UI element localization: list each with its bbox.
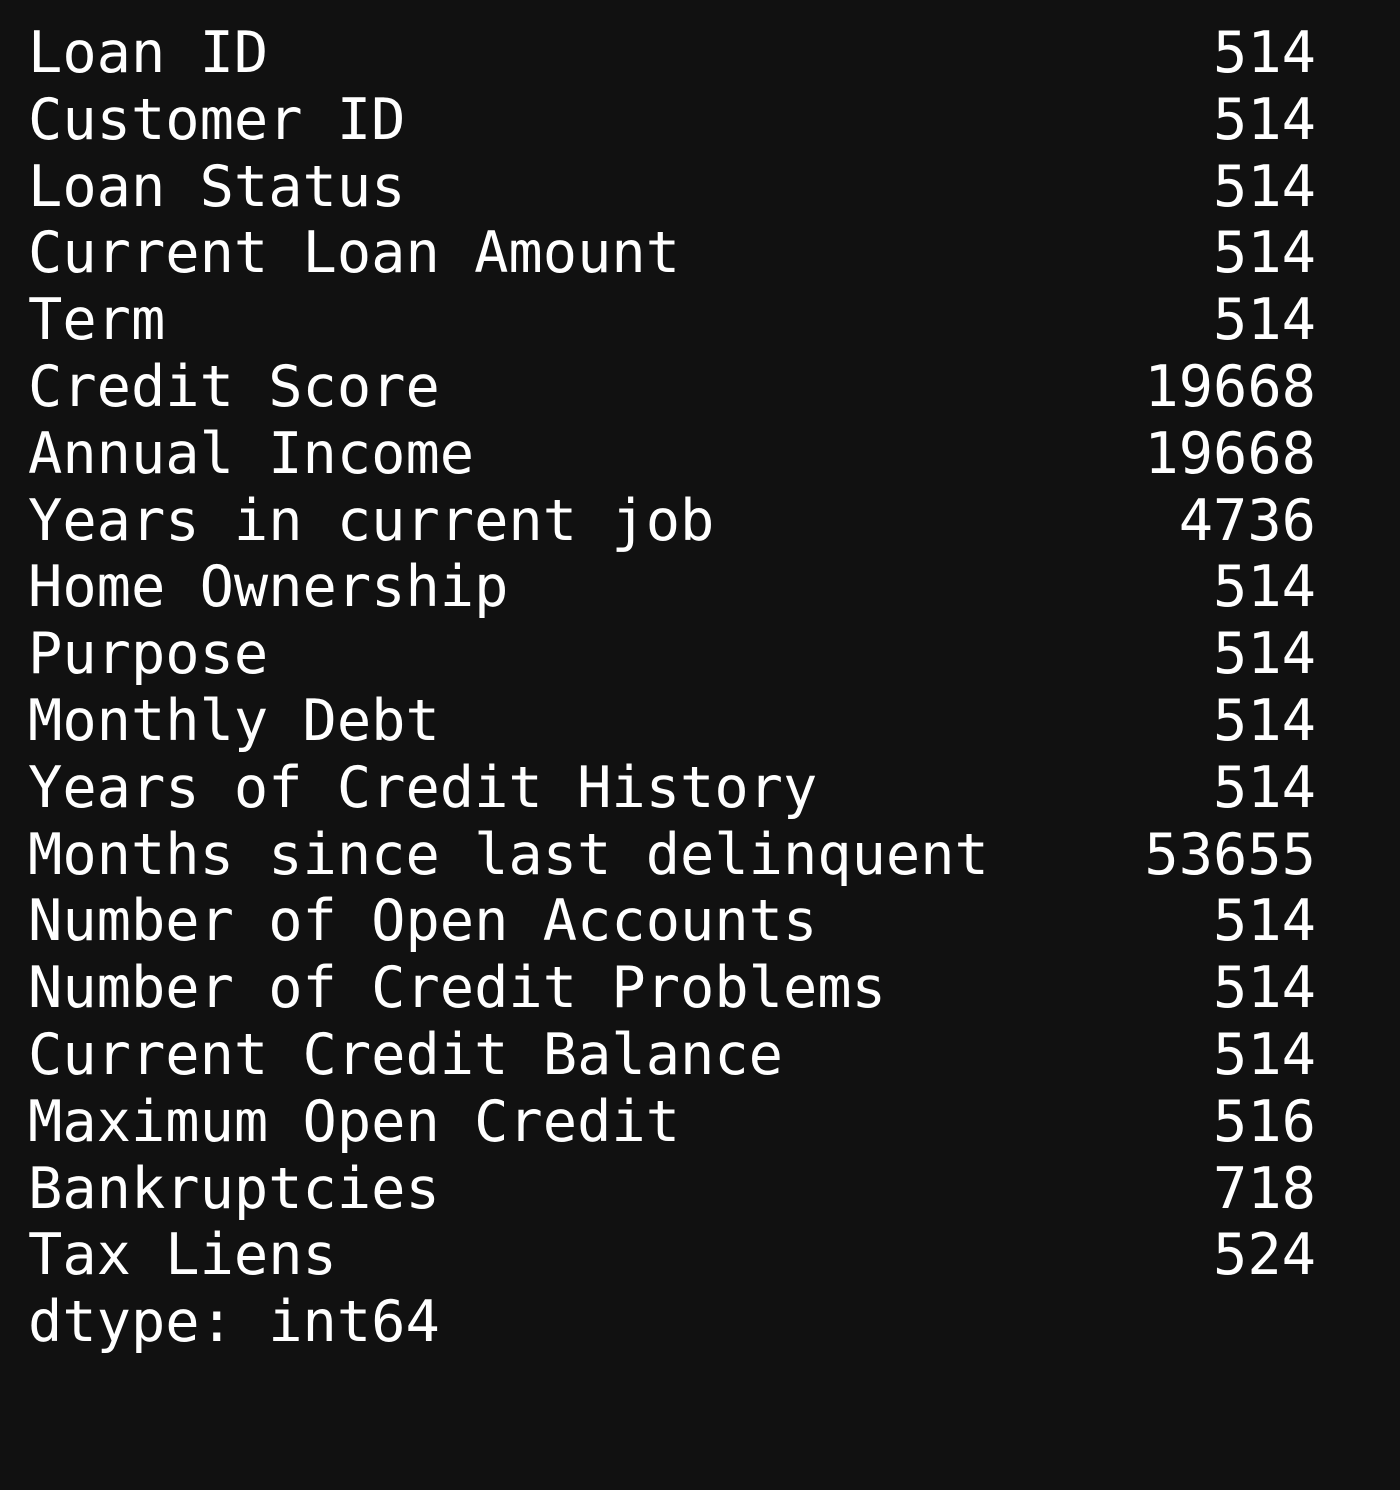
- row-label: Home Ownership: [28, 554, 509, 621]
- row-value: 514: [1213, 287, 1316, 354]
- row-value: 514: [1213, 1021, 1316, 1088]
- series-row-term: Term 514: [28, 287, 1316, 354]
- row-value: 514: [1213, 888, 1316, 955]
- row-label: Term: [28, 287, 166, 354]
- row-label: Years of Credit History: [28, 754, 818, 821]
- series-row-number-of-open-accounts: Number of Open Accounts 514: [28, 888, 1316, 955]
- row-value: 514: [1213, 20, 1316, 86]
- terminal-output: Loan ID 514 Customer ID 514 Loan Status …: [28, 20, 1316, 1356]
- row-value: 718: [1213, 1155, 1316, 1222]
- row-value: 514: [1213, 86, 1316, 153]
- row-label: Maximum Open Credit: [28, 1088, 681, 1155]
- dtype-line: dtype: int64: [28, 1289, 440, 1356]
- row-label: Loan Status: [28, 153, 406, 220]
- series-row-maximum-open-credit: Maximum Open Credit 516: [28, 1089, 1316, 1156]
- row-value: 524: [1213, 1222, 1316, 1289]
- row-label: Loan ID: [28, 20, 269, 86]
- row-label: Years in current job: [28, 487, 715, 554]
- row-value: 19668: [1144, 353, 1316, 420]
- series-row-years-of-credit-history: Years of Credit History 514: [28, 755, 1316, 822]
- series-row-months-since-last-delinquent: Months since last delinquent 53655: [28, 822, 1316, 889]
- row-label: Current Credit Balance: [28, 1021, 783, 1088]
- row-label: Bankruptcies: [28, 1155, 440, 1222]
- series-row-home-ownership: Home Ownership 514: [28, 554, 1316, 621]
- series-row-years-in-current-job: Years in current job 4736: [28, 488, 1316, 555]
- series-row-bankruptcies: Bankruptcies 718: [28, 1156, 1316, 1223]
- row-value: 19668: [1144, 420, 1316, 487]
- row-label: Purpose: [28, 621, 269, 688]
- series-row-annual-income: Annual Income 19668: [28, 421, 1316, 488]
- row-label: Monthly Debt: [28, 687, 440, 754]
- row-label: Annual Income: [28, 420, 475, 487]
- row-value: 53655: [1144, 821, 1316, 888]
- row-value: 514: [1213, 955, 1316, 1022]
- row-label: Current Loan Amount: [28, 220, 681, 287]
- row-label: Credit Score: [28, 353, 440, 420]
- series-row-current-credit-balance: Current Credit Balance 514: [28, 1022, 1316, 1089]
- row-value: 514: [1213, 621, 1316, 688]
- series-row-tax-liens: Tax Liens 524: [28, 1222, 1316, 1289]
- series-row-customer-id: Customer ID 514: [28, 87, 1316, 154]
- row-label: Months since last delinquent: [28, 821, 989, 888]
- row-value: 514: [1213, 754, 1316, 821]
- series-row-loan-status: Loan Status 514: [28, 154, 1316, 221]
- series-row-loan-id: Loan ID 514: [28, 20, 1316, 87]
- row-value: 4736: [1178, 487, 1316, 554]
- series-row-credit-score: Credit Score 19668: [28, 354, 1316, 421]
- row-label: Tax Liens: [28, 1222, 337, 1289]
- row-value: 514: [1213, 220, 1316, 287]
- series-row-current-loan-amount: Current Loan Amount 514: [28, 220, 1316, 287]
- row-value: 514: [1213, 554, 1316, 621]
- row-label: Customer ID: [28, 86, 406, 153]
- row-value: 516: [1213, 1088, 1316, 1155]
- row-value: 514: [1213, 153, 1316, 220]
- series-row-purpose: Purpose 514: [28, 621, 1316, 688]
- row-label: Number of Credit Problems: [28, 955, 886, 1022]
- series-row-monthly-debt: Monthly Debt 514: [28, 688, 1316, 755]
- row-value: 514: [1213, 687, 1316, 754]
- series-row-number-of-credit-problems: Number of Credit Problems 514: [28, 955, 1316, 1022]
- row-label: Number of Open Accounts: [28, 888, 818, 955]
